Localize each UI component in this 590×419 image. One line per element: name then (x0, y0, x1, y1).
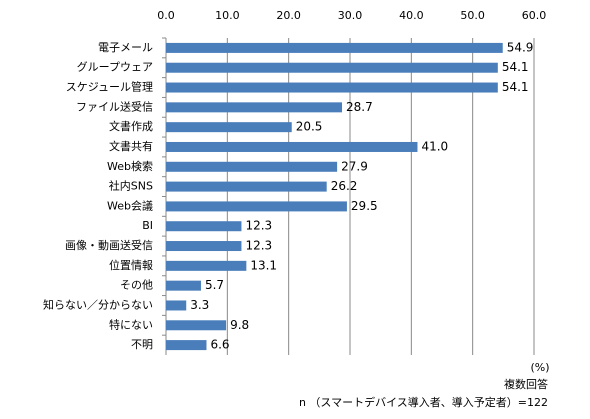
annotation: n （スマートデバイス導入者、導入予定者）=122 (299, 395, 548, 409)
y-tick-label: 特にない (109, 317, 153, 331)
bar (166, 260, 247, 271)
value-label: 54.1 (502, 60, 529, 74)
value-label: 27.9 (341, 159, 368, 173)
bar (166, 42, 503, 53)
x-tick-label: 40.0 (399, 9, 424, 22)
y-tick-label: グループウェア (77, 60, 153, 74)
bar (166, 122, 292, 133)
value-label: 9.8 (230, 318, 249, 332)
y-tick-label: スケジュール管理 (66, 80, 153, 94)
x-tick-label: 10.0 (215, 9, 240, 22)
y-tick-label: 知らない／分からない (43, 297, 153, 311)
x-tick-label: 60.0 (522, 9, 547, 22)
bar (166, 201, 347, 212)
y-tick-label: その他 (120, 279, 153, 292)
y-tick-label: 文書作成 (109, 119, 153, 133)
y-tick-label: 不明 (131, 338, 153, 351)
bar (166, 221, 242, 232)
bar (166, 300, 187, 311)
value-label: 6.6 (210, 338, 229, 352)
value-label: 12.3 (245, 239, 272, 253)
y-tick-label: 電子メール (98, 41, 153, 54)
y-tick-label: 文書共有 (109, 139, 153, 153)
unit-label: (%) (530, 361, 549, 374)
bar (166, 181, 327, 192)
y-tick-label: Web会議 (107, 198, 153, 212)
value-label: 5.7 (205, 278, 224, 292)
bar (166, 340, 207, 351)
bar (166, 141, 418, 152)
y-tick-label: BI (142, 219, 153, 232)
y-tick-label: Web検索 (107, 159, 153, 173)
bar (166, 280, 201, 291)
value-label: 20.5 (296, 120, 323, 134)
value-label: 41.0 (421, 139, 448, 153)
value-label: 29.5 (351, 199, 378, 213)
value-label: 26.2 (331, 179, 358, 193)
value-label: 12.3 (245, 219, 272, 233)
y-tick-label: 社内SNS (109, 179, 153, 193)
x-tick-label: 30.0 (338, 9, 363, 22)
value-label: 28.7 (346, 100, 373, 114)
bar (166, 82, 498, 93)
y-tick-label: 画像・動画送受信 (65, 238, 153, 252)
bar (166, 62, 498, 73)
bar (166, 241, 242, 252)
bar (166, 320, 227, 331)
value-label: 54.9 (507, 40, 534, 54)
annotation: 複数回答 (504, 377, 548, 391)
bar (166, 161, 338, 172)
x-tick-label: 50.0 (460, 9, 485, 22)
value-label: 54.1 (502, 80, 529, 94)
y-tick-label: ファイル送受信 (76, 99, 153, 113)
x-tick-label: 20.0 (276, 9, 301, 22)
y-tick-label: 位置情報 (109, 258, 153, 272)
bar (166, 102, 343, 113)
value-label: 13.1 (250, 258, 277, 272)
x-tick-label: 0.0 (157, 9, 175, 22)
value-label: 3.3 (190, 298, 209, 312)
